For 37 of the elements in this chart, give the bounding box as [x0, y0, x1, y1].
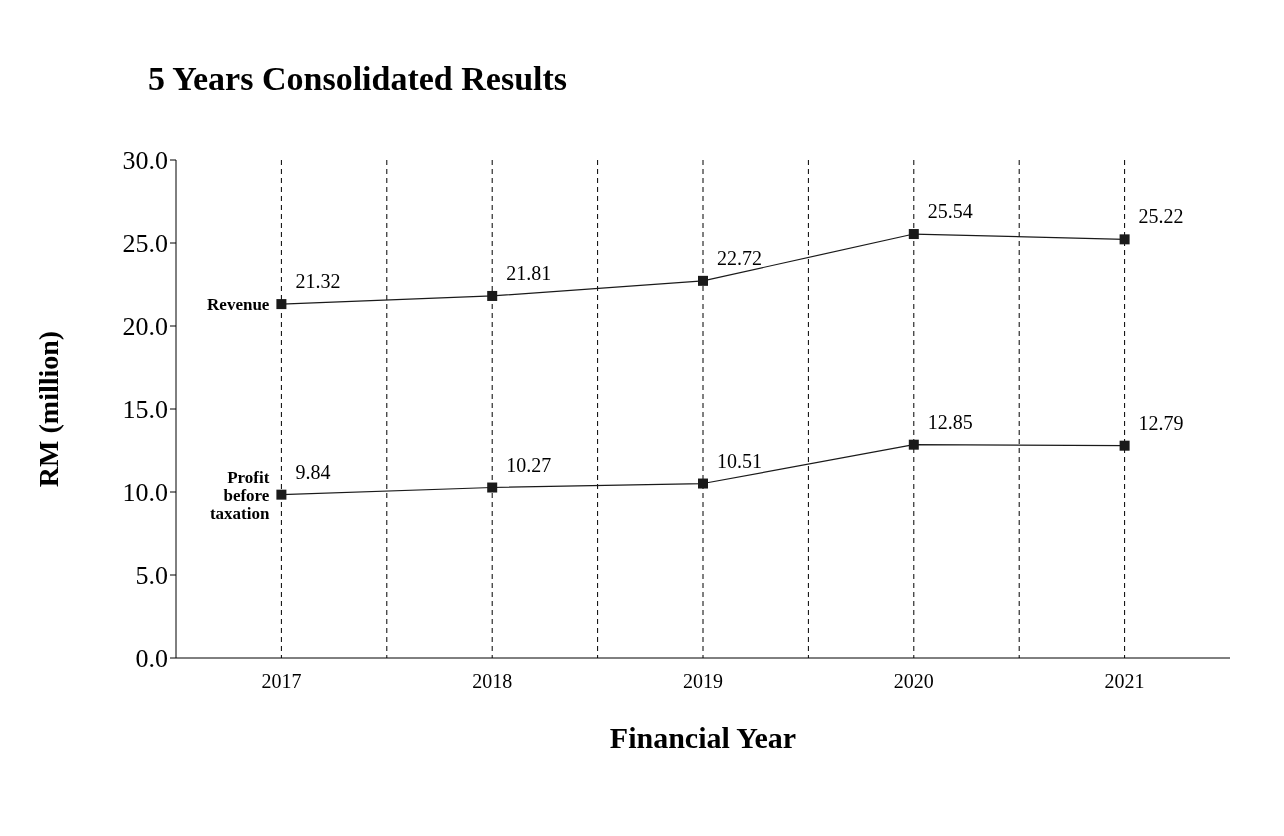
- y-tick-label: 0.0: [135, 644, 168, 674]
- y-tick-label: 15.0: [122, 395, 168, 425]
- point: [1119, 234, 1130, 245]
- data-label: 21.81: [506, 261, 552, 284]
- data-label: 10.51: [717, 449, 762, 472]
- chart-title: 5 Years Consolidated Results: [148, 60, 568, 98]
- x-tick-label: 2021: [1104, 670, 1145, 693]
- y-tick-label: 20.0: [122, 312, 168, 342]
- point: [698, 478, 708, 489]
- y-axis-title: RM (million): [32, 330, 64, 488]
- x-tick-label: 2019: [683, 670, 723, 693]
- data-label: 12.85: [927, 410, 973, 433]
- x-axis-title: Financial Year: [609, 721, 797, 754]
- point: [487, 482, 498, 493]
- data-label: 10.27: [506, 453, 552, 476]
- y-tick-label: 30.0: [122, 146, 168, 176]
- data-label: 9.84: [295, 460, 331, 483]
- x-tick-label: 2017: [261, 670, 302, 693]
- data-label: 12.79: [1138, 411, 1184, 434]
- y-tick-label: 10.0: [122, 478, 168, 508]
- data-label: 25.54: [927, 200, 973, 223]
- point: [1119, 440, 1130, 451]
- y-tick-label: 25.0: [122, 229, 168, 259]
- x-tick-label: 2018: [472, 670, 513, 693]
- point: [908, 439, 919, 450]
- y-tick-label: 5.0: [135, 561, 168, 591]
- point: [276, 299, 287, 310]
- series-label: Revenue: [207, 295, 270, 315]
- point: [698, 275, 708, 286]
- data-label: 21.32: [295, 270, 341, 293]
- point: [487, 290, 498, 301]
- x-tick-label: 2020: [893, 670, 934, 693]
- data-label: 25.22: [1138, 205, 1184, 228]
- point: [908, 229, 919, 240]
- data-label: 22.72: [717, 246, 762, 269]
- point: [276, 489, 287, 500]
- series-label: Profit before taxation: [209, 467, 270, 523]
